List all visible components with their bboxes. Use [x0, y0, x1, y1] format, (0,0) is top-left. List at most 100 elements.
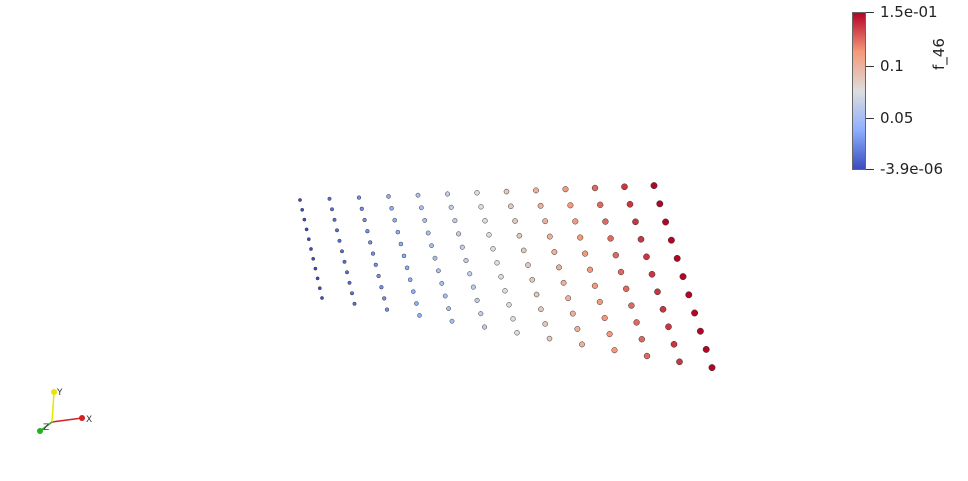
data-point: [565, 295, 572, 302]
data-point: [596, 298, 603, 305]
data-point: [542, 321, 548, 327]
data-point: [537, 202, 544, 209]
data-point: [525, 262, 531, 268]
data-point: [446, 306, 451, 311]
data-point: [510, 316, 516, 322]
data-point: [342, 259, 347, 264]
data-point: [676, 358, 683, 366]
data-point: [679, 273, 687, 281]
data-point: [415, 192, 421, 198]
y-axis-label: Y: [56, 388, 63, 398]
colorbar-title: f_46: [930, 38, 948, 70]
data-point: [429, 243, 434, 248]
data-point: [662, 218, 670, 226]
data-point: [414, 301, 419, 306]
data-point: [611, 347, 618, 354]
data-point: [376, 273, 381, 279]
data-point: [436, 268, 441, 274]
colorbar-tick: [866, 12, 874, 13]
data-point: [306, 237, 311, 242]
data-point: [591, 184, 599, 192]
data-point: [626, 200, 634, 208]
data-point: [538, 306, 544, 312]
data-point: [696, 327, 704, 335]
data-point: [512, 218, 518, 224]
data-point: [556, 264, 562, 271]
data-point: [551, 249, 558, 255]
data-point: [673, 254, 681, 262]
data-point: [665, 323, 672, 331]
data-point: [702, 345, 710, 353]
data-point: [345, 270, 349, 275]
point-cloud: [298, 182, 716, 372]
colorbar-tick: [866, 66, 874, 67]
color-legend-bar: [852, 12, 866, 170]
data-point: [478, 204, 484, 210]
orientation-axes-widget: X Y Z: [37, 388, 92, 434]
data-point: [582, 250, 589, 257]
data-point: [386, 194, 391, 199]
data-point: [335, 228, 339, 233]
data-point: [502, 288, 508, 294]
data-point: [643, 253, 650, 261]
data-point: [359, 206, 364, 211]
data-point: [486, 232, 492, 238]
data-point: [439, 281, 445, 286]
data-point: [533, 187, 539, 194]
data-point: [320, 296, 324, 300]
data-point: [467, 271, 473, 277]
data-point: [650, 182, 658, 190]
data-point: [298, 198, 302, 202]
x-axis-label: X: [86, 415, 92, 425]
data-point: [654, 288, 661, 296]
data-point: [448, 204, 454, 210]
data-point: [579, 341, 585, 348]
data-point: [656, 200, 664, 208]
data-point: [300, 207, 305, 212]
data-point: [444, 191, 451, 197]
data-point: [670, 340, 678, 348]
data-point: [572, 218, 579, 225]
data-point: [459, 244, 465, 250]
data-point: [591, 282, 598, 289]
y-axis-line: [51, 391, 55, 423]
data-point: [546, 233, 553, 240]
data-point: [452, 218, 458, 224]
data-point: [621, 183, 628, 191]
data-point: [365, 229, 370, 234]
data-point: [432, 255, 438, 261]
data-point: [302, 217, 307, 222]
data-point: [309, 247, 313, 251]
data-point: [533, 291, 540, 298]
data-point: [373, 262, 378, 267]
data-point: [560, 279, 567, 286]
data-point: [317, 286, 322, 291]
colorbar-tick-label: 0.1: [880, 57, 904, 75]
z-axis-tip: [37, 428, 43, 434]
data-point: [637, 235, 645, 243]
data-point: [327, 196, 332, 201]
data-point: [362, 217, 367, 223]
data-point: [607, 235, 614, 242]
data-point: [628, 302, 635, 309]
data-point: [546, 335, 553, 342]
data-point: [478, 311, 484, 317]
data-point: [648, 270, 656, 278]
data-point: [498, 274, 504, 280]
data-point: [456, 231, 462, 237]
data-point: [407, 277, 413, 282]
data-point: [382, 296, 387, 301]
data-point: [481, 324, 488, 330]
data-point: [542, 218, 549, 225]
data-point: [506, 302, 512, 308]
data-point: [643, 352, 651, 360]
data-point: [392, 217, 397, 223]
data-point: [422, 218, 428, 223]
data-point: [350, 291, 354, 296]
z-axis-label: Z: [43, 423, 49, 433]
data-point: [623, 285, 630, 292]
colorbar-tick-label: 0.05: [880, 109, 914, 127]
data-point: [337, 238, 342, 243]
data-point: [529, 277, 536, 283]
